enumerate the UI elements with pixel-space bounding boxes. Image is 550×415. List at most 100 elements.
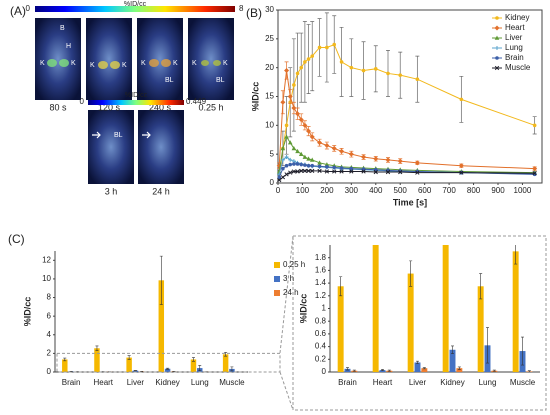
y-axis-label: %ID/cc <box>250 82 260 112</box>
bar <box>442 245 449 372</box>
marker <box>288 157 293 162</box>
uptake-spot <box>110 61 120 69</box>
y-tick-label: 6 <box>47 311 52 320</box>
bar <box>94 348 100 372</box>
marker <box>495 16 499 20</box>
y-tick-label: 1.2 <box>315 291 327 300</box>
y-tick-label: 5 <box>270 149 275 158</box>
uptake-spot <box>201 60 209 66</box>
x-tick-label: Liver <box>127 378 145 387</box>
marker <box>361 68 366 73</box>
bar <box>456 368 463 372</box>
marker <box>532 166 538 172</box>
marker <box>302 154 308 159</box>
x-tick-label: Lung <box>479 378 497 387</box>
x-tick-label: Brain <box>338 378 357 387</box>
marker <box>277 175 282 180</box>
marker <box>302 122 308 128</box>
y-tick-label: 1.6 <box>315 266 327 275</box>
legend-label: 24 h <box>283 288 299 297</box>
uptake-spot <box>149 59 159 67</box>
series-line <box>278 135 535 174</box>
marker <box>281 166 285 171</box>
marker <box>284 172 289 177</box>
zoom-box <box>292 235 547 411</box>
marker <box>459 97 464 102</box>
marker <box>309 134 315 140</box>
y-axis-label: %ID/cc <box>22 297 32 327</box>
error-bar <box>352 369 356 372</box>
x-tick-label: 1000 <box>514 186 532 195</box>
legend-label: Kidney <box>505 13 529 22</box>
legend-swatch <box>274 290 280 296</box>
x-tick-label: Heart <box>373 378 393 387</box>
marker <box>310 168 315 174</box>
error-bar <box>63 357 67 362</box>
marker <box>295 71 300 76</box>
error-bar <box>514 245 518 265</box>
uptake-spot <box>213 60 221 66</box>
marker <box>276 169 282 174</box>
error-bar <box>527 370 531 373</box>
marker <box>458 163 464 169</box>
marker <box>284 155 289 160</box>
series-line <box>278 156 535 175</box>
time-label: 240 s <box>149 102 172 112</box>
marker <box>495 56 499 60</box>
marker <box>306 163 311 168</box>
marker <box>303 163 307 167</box>
bar <box>126 357 132 372</box>
x-tick-label: Muscle <box>510 378 536 387</box>
error-bar <box>381 369 384 372</box>
marker <box>361 154 367 160</box>
series-line <box>278 43 535 178</box>
y-tick-label: 0.2 <box>315 354 327 363</box>
marker <box>280 175 286 180</box>
x-tick-label: 400 <box>369 186 383 195</box>
marker <box>324 143 330 149</box>
error-bar <box>127 355 131 360</box>
marker <box>373 169 378 175</box>
pet-images <box>35 18 234 184</box>
bar <box>344 368 351 372</box>
time-label: 3 h <box>105 186 118 196</box>
marker <box>306 168 311 174</box>
time-label: 24 h <box>152 186 170 196</box>
error-bar <box>198 365 202 371</box>
x-tick-label: 100 <box>296 186 310 195</box>
bar <box>512 251 519 372</box>
marker <box>495 46 499 50</box>
marker <box>348 151 354 157</box>
marker <box>324 162 330 167</box>
marker <box>398 73 403 77</box>
marker <box>373 67 378 71</box>
marker <box>284 68 290 74</box>
y-tick-label: 0 <box>47 367 52 376</box>
bar <box>449 349 456 372</box>
marker <box>317 160 322 165</box>
marker <box>332 42 337 47</box>
organ-label: K <box>71 60 76 67</box>
legend-swatch <box>274 276 280 282</box>
marker <box>415 77 420 81</box>
error-bar <box>191 357 195 362</box>
colorbar <box>88 100 184 105</box>
x-tick-label: 200 <box>320 186 334 195</box>
bar <box>372 245 379 372</box>
marker <box>291 169 297 174</box>
organ-label: H <box>66 43 71 50</box>
marker <box>331 145 337 151</box>
marker <box>295 111 301 117</box>
legend-label: Muscle <box>505 63 531 72</box>
x-tick-label: Muscle <box>219 378 245 387</box>
marker <box>277 177 282 183</box>
marker <box>291 146 297 151</box>
marker <box>324 169 330 174</box>
error-bar <box>374 194 377 226</box>
y-tick-label: 12 <box>42 255 51 264</box>
marker <box>349 166 354 171</box>
x-tick-label: Heart <box>93 378 113 387</box>
y-tick-label: 2 <box>47 348 52 357</box>
organ-label: K <box>173 60 178 67</box>
